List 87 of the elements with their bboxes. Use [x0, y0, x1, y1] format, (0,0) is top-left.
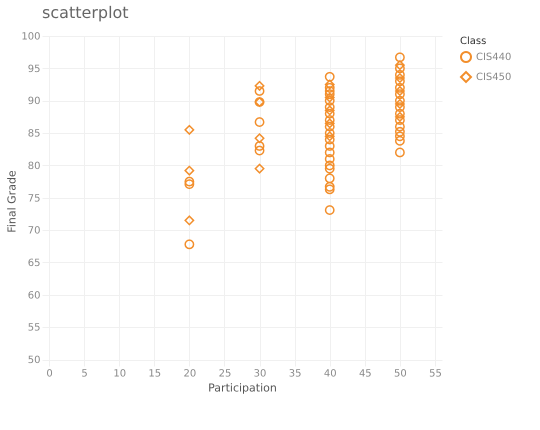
- point: [324, 115, 335, 126]
- point: [254, 133, 264, 144]
- point: [324, 128, 335, 138]
- point: [394, 76, 405, 86]
- point: [254, 80, 264, 91]
- y-tick-label: 85: [28, 128, 40, 140]
- y-tick-label: 65: [28, 258, 40, 269]
- point: [324, 105, 335, 116]
- point: [394, 115, 405, 126]
- point: [324, 184, 335, 194]
- chart-title: scatterplot: [42, 3, 129, 22]
- point: [394, 148, 405, 158]
- point: [324, 108, 335, 119]
- point: [394, 70, 405, 80]
- point: [184, 239, 194, 250]
- y-tick-label: 55: [28, 322, 40, 334]
- x-tick-label: 10: [113, 368, 126, 380]
- y-tick-label: 90: [28, 96, 40, 108]
- x-tick-label: 30: [254, 368, 266, 380]
- point: [184, 179, 194, 190]
- point: [324, 148, 335, 158]
- x-tick-label: 15: [148, 368, 162, 380]
- point: [394, 126, 405, 137]
- point: [394, 102, 405, 112]
- point: [254, 117, 264, 127]
- point: [184, 215, 194, 226]
- x-tick-label: 35: [288, 368, 302, 380]
- x-axis-title: Participation: [208, 382, 277, 394]
- point: [394, 122, 405, 132]
- point: [394, 96, 405, 106]
- point: [324, 205, 335, 215]
- point: [324, 96, 335, 106]
- legend-title: Class: [460, 36, 486, 47]
- y-tick-label: 75: [28, 193, 40, 204]
- point: [184, 124, 194, 135]
- point: [184, 176, 194, 187]
- x-tick-label: 0: [46, 368, 53, 380]
- x-tick-label: 25: [218, 368, 232, 380]
- point: [324, 102, 335, 112]
- point: [324, 89, 335, 100]
- point: [394, 73, 405, 83]
- y-tick-label: 100: [21, 32, 40, 42]
- point: [394, 131, 405, 142]
- point: [324, 182, 335, 192]
- point: [324, 122, 335, 132]
- point: [394, 112, 405, 122]
- x-tick-label: 45: [358, 368, 372, 380]
- point: [254, 146, 264, 156]
- y-tick-label: 70: [28, 226, 40, 237]
- point: [394, 82, 405, 93]
- point: [324, 86, 335, 96]
- point: [324, 131, 335, 142]
- point: [394, 63, 405, 74]
- y-tick-label: 50: [28, 355, 40, 366]
- point: [394, 108, 405, 119]
- y-axis-title: Final Grade: [5, 170, 18, 233]
- point: [324, 92, 335, 102]
- x-tick-label: 5: [81, 368, 88, 380]
- point: [324, 160, 335, 170]
- point: [254, 164, 264, 174]
- point: [254, 86, 264, 96]
- point: [394, 99, 405, 109]
- point: [394, 52, 405, 62]
- point: [324, 141, 335, 151]
- point: [254, 141, 264, 151]
- x-tick-label: 20: [184, 368, 196, 380]
- point: [324, 72, 335, 82]
- y-tick-label: 60: [28, 290, 40, 302]
- point: [324, 80, 335, 90]
- point: [394, 136, 405, 146]
- point: [324, 118, 335, 128]
- legend-label: CIS450: [476, 72, 512, 83]
- point: [394, 60, 405, 70]
- x-tick-label: 55: [429, 368, 442, 380]
- x-tick-label: 50: [394, 368, 407, 380]
- point: [324, 82, 335, 93]
- point: [184, 166, 194, 176]
- point: [324, 134, 335, 144]
- point: [394, 89, 405, 100]
- y-tick-label: 80: [28, 160, 40, 172]
- x-tick-label: 40: [324, 368, 337, 380]
- point: [324, 164, 335, 174]
- legend-label: CIS440: [476, 52, 512, 63]
- y-tick-label: 95: [28, 64, 40, 75]
- point: [394, 86, 405, 96]
- point: [324, 173, 335, 184]
- point: [324, 154, 335, 164]
